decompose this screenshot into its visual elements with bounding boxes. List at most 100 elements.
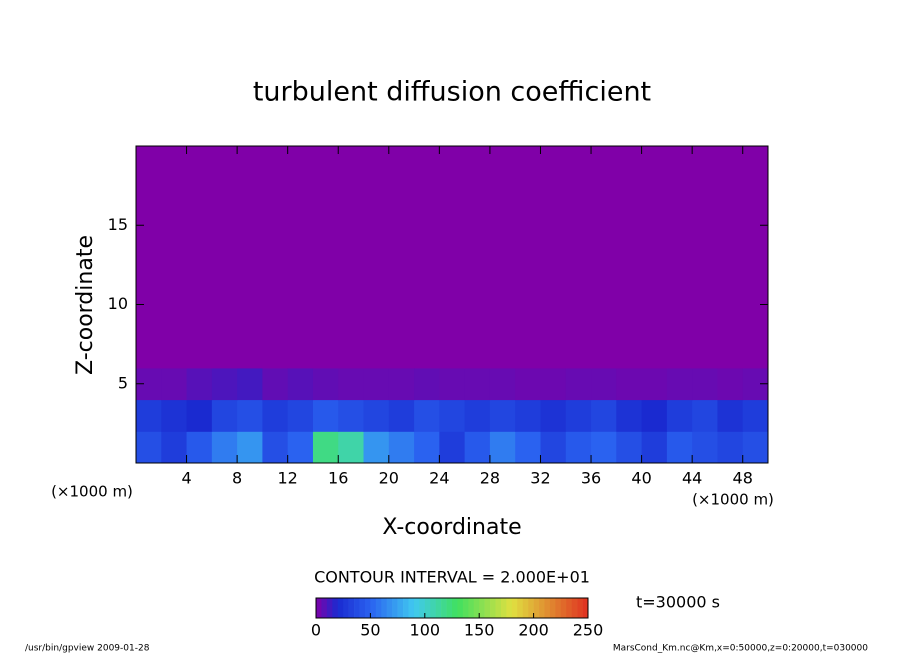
field-cell bbox=[136, 304, 162, 337]
field-cell bbox=[186, 241, 213, 274]
field-cell bbox=[287, 304, 314, 337]
colorbar-swatch bbox=[392, 598, 398, 618]
colorbar-swatch bbox=[452, 598, 458, 618]
field-cell bbox=[666, 399, 693, 432]
field-cell bbox=[565, 209, 592, 242]
field-cell bbox=[641, 367, 668, 401]
colorbar-swatch bbox=[435, 598, 442, 618]
x-tick-label: 28 bbox=[480, 469, 500, 488]
colorbar-tick-label: 50 bbox=[360, 621, 380, 640]
field-cell bbox=[388, 367, 415, 401]
field-cell bbox=[262, 431, 289, 464]
field-cell bbox=[312, 241, 339, 274]
colorbar-swatch bbox=[479, 598, 485, 618]
field-cell bbox=[616, 272, 643, 305]
colorbar-frame bbox=[315, 597, 589, 619]
field-cell bbox=[464, 367, 491, 401]
field-cell bbox=[717, 209, 744, 242]
field-cell bbox=[161, 177, 188, 210]
field-cell bbox=[186, 209, 213, 242]
field-cell bbox=[338, 304, 365, 337]
field-cell bbox=[515, 399, 541, 432]
field-cell bbox=[287, 146, 314, 179]
colorbar-swatch bbox=[539, 598, 545, 618]
field-cell bbox=[641, 146, 668, 179]
field-cell bbox=[414, 146, 440, 179]
field-cell bbox=[287, 272, 314, 305]
field-cell bbox=[464, 209, 491, 242]
field-cell bbox=[540, 272, 567, 305]
x-tick-label: 32 bbox=[530, 469, 550, 488]
field-cell bbox=[565, 367, 592, 401]
field-cell bbox=[186, 431, 213, 464]
field-cell bbox=[414, 177, 440, 210]
field-cell bbox=[439, 209, 466, 242]
field-cell bbox=[515, 431, 541, 464]
field-cell bbox=[388, 209, 415, 242]
field-cell bbox=[515, 177, 541, 210]
colorbar-tick-label: 150 bbox=[464, 621, 495, 640]
field-cell bbox=[742, 177, 769, 210]
field-cell bbox=[439, 177, 466, 210]
field-cell bbox=[591, 336, 617, 369]
field-cell bbox=[540, 209, 567, 242]
y-tick-label: 10 bbox=[108, 294, 128, 313]
field-cell bbox=[312, 209, 339, 242]
colorbar-swatch bbox=[441, 598, 447, 618]
field-cell bbox=[136, 336, 162, 369]
x-unit: (×1000 m) bbox=[692, 491, 774, 509]
colorbar-swatch bbox=[316, 598, 322, 618]
field-cell bbox=[414, 209, 440, 242]
field-cell bbox=[489, 304, 516, 337]
field-cell bbox=[338, 272, 365, 305]
time-label: t=30000 s bbox=[636, 593, 720, 612]
field-cell bbox=[262, 241, 289, 274]
field-cell bbox=[136, 272, 162, 305]
colorbar-swatch bbox=[413, 598, 420, 618]
field-cell bbox=[186, 336, 213, 369]
field-cell bbox=[616, 367, 643, 401]
field-cell bbox=[616, 177, 643, 210]
field-cell bbox=[439, 304, 466, 337]
field-cell bbox=[363, 367, 390, 401]
field-cell bbox=[211, 304, 238, 337]
field-cell bbox=[186, 399, 213, 432]
field-cell bbox=[666, 431, 693, 464]
field-cell bbox=[211, 241, 238, 274]
field-cell bbox=[287, 431, 314, 464]
colorbar-tick-label: 100 bbox=[410, 621, 441, 640]
field-cell bbox=[338, 336, 365, 369]
chart-title: turbulent diffusion coefficient bbox=[253, 77, 651, 108]
colorbar-swatch bbox=[332, 598, 339, 618]
field-cell bbox=[338, 209, 365, 242]
colorbar-swatch bbox=[386, 598, 393, 618]
field-cell bbox=[591, 177, 617, 210]
colorbar-swatch bbox=[484, 598, 491, 618]
field-cell bbox=[287, 336, 314, 369]
field-cell bbox=[161, 367, 188, 401]
field-cell bbox=[692, 272, 718, 305]
x-axis-label: X-coordinate bbox=[382, 515, 521, 540]
field-cell bbox=[616, 241, 643, 274]
field-cell bbox=[591, 146, 617, 179]
field-cell bbox=[591, 431, 617, 464]
field-cell bbox=[464, 431, 491, 464]
field-cell bbox=[565, 272, 592, 305]
colorbar-swatch bbox=[375, 598, 382, 618]
field-cell bbox=[666, 304, 693, 337]
colorbar-swatch bbox=[468, 598, 475, 618]
field-cell bbox=[717, 146, 744, 179]
field-cell bbox=[692, 209, 718, 242]
field-cell bbox=[540, 367, 567, 401]
y-unit: (×1000 m) bbox=[51, 483, 133, 501]
field-cell bbox=[136, 241, 162, 274]
colorbar-swatch bbox=[522, 598, 529, 618]
field-cell bbox=[742, 431, 769, 464]
field-cell bbox=[489, 209, 516, 242]
x-tick-label: 20 bbox=[379, 469, 399, 488]
field-cell bbox=[591, 367, 617, 401]
field-cell bbox=[338, 241, 365, 274]
field-cell bbox=[262, 304, 289, 337]
y-axis-label: Z-coordinate bbox=[73, 235, 98, 375]
field-cell bbox=[717, 241, 744, 274]
